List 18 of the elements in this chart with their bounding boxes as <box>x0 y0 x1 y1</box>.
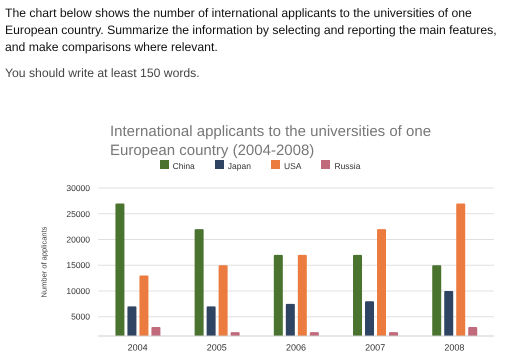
y-tick-label: 20000 <box>66 234 90 244</box>
x-tick-label: 2008 <box>444 342 464 352</box>
x-tick-label: 2005 <box>206 342 227 352</box>
y-tick-label: 25000 <box>66 208 90 219</box>
y-tick-label: 10000 <box>66 286 90 296</box>
chart-title: International applicants to the universities of one European country (2004-2008) <box>110 122 432 160</box>
x-tick-label: 2004 <box>128 342 148 352</box>
legend-label: USA <box>284 161 302 171</box>
legend-label: China <box>172 161 195 171</box>
y-tick-label: 5000 <box>71 312 90 322</box>
legend-label: Japan <box>228 161 251 171</box>
x-tick-label: 2006 <box>286 342 306 352</box>
text: You should write at least 150 words. <box>5 65 201 82</box>
legend-label: Russia <box>334 161 360 171</box>
y-tick-label: 30000 <box>66 183 90 194</box>
y-tick-label: 15000 <box>66 260 90 270</box>
text: The chart below shows the number of international applicants to the universities of one European country. Summarize the information by selecting and reporting the main features, and make comparisons where relevant. <box>5 5 498 56</box>
x-tick-label: 2007 <box>365 342 386 352</box>
